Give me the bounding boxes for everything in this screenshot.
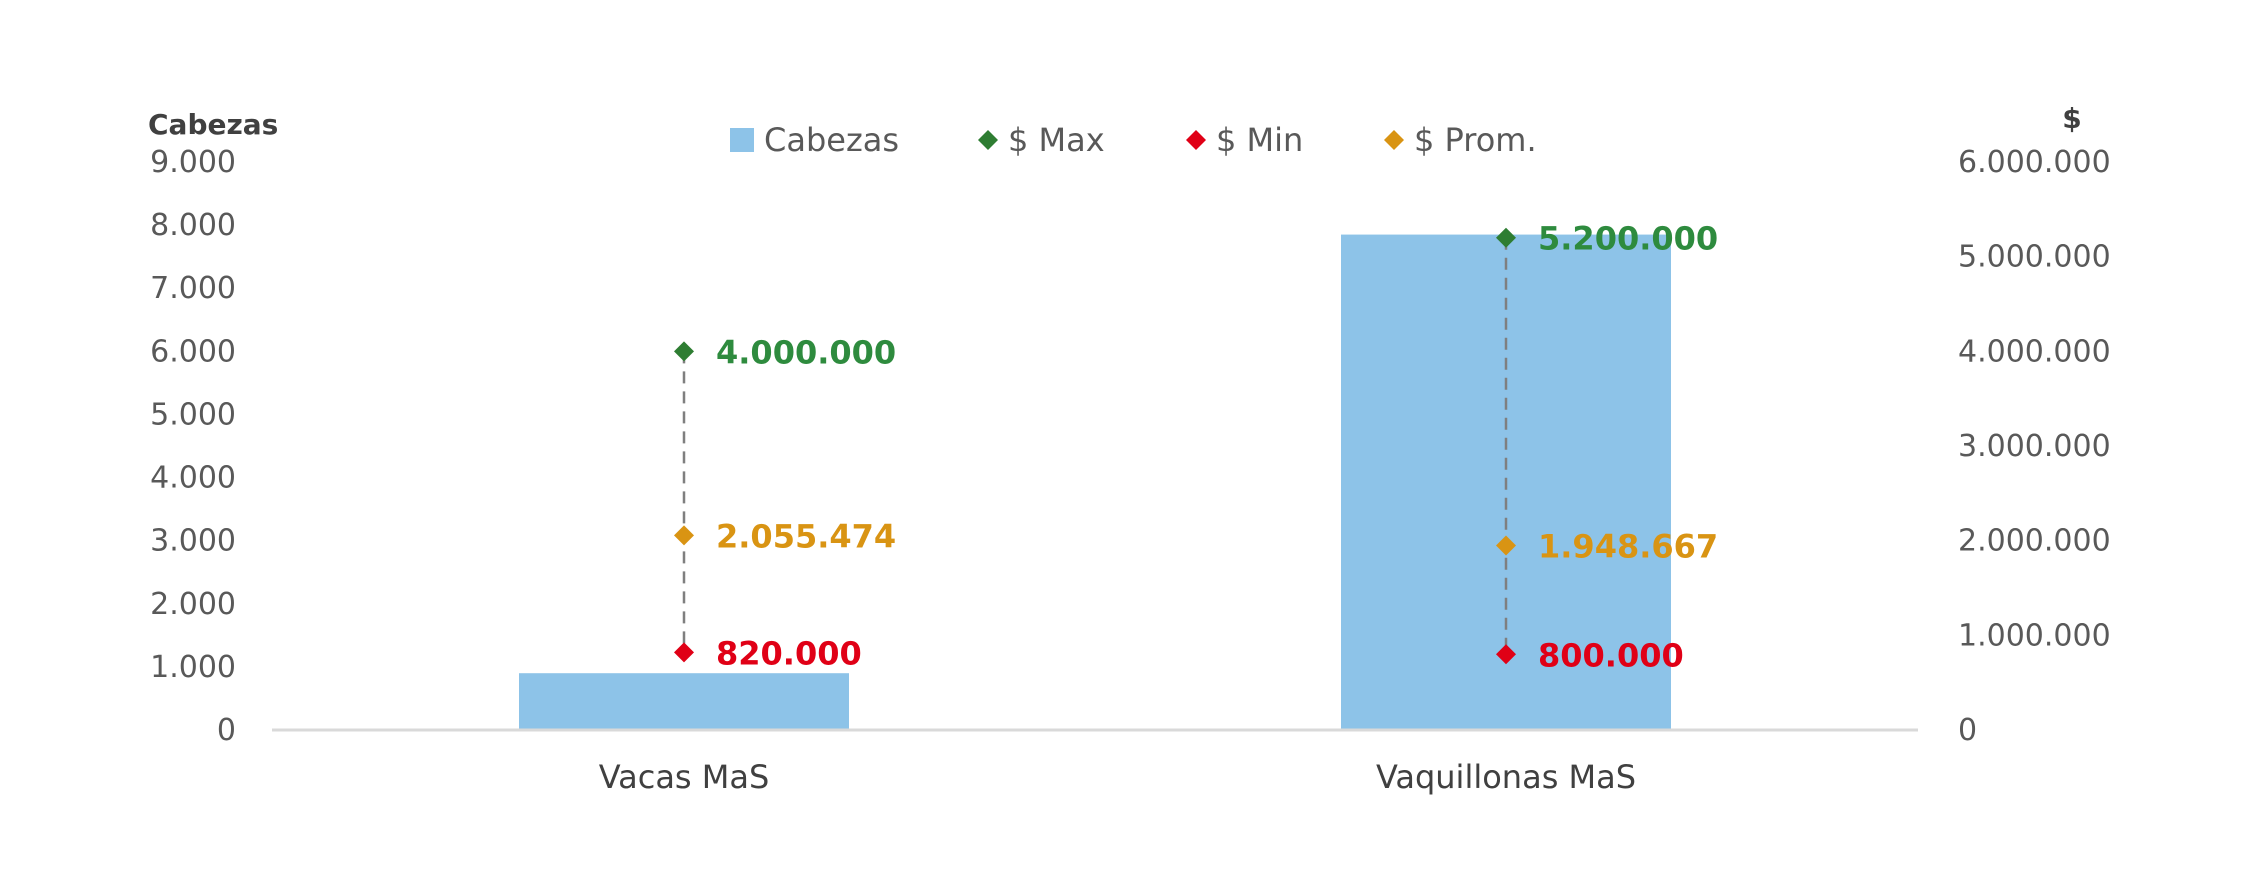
- marker-max: [674, 341, 694, 362]
- data-label: 2.055.474: [716, 517, 896, 555]
- data-label: 820.000: [716, 634, 862, 672]
- legend-swatch-diamond: [1186, 130, 1206, 150]
- left-axis-tick-label: 2.000: [150, 587, 236, 622]
- legend-entry-label: $ Prom.: [1414, 121, 1537, 159]
- right-axis-tick-label: 5.000.000: [1958, 240, 2111, 275]
- data-label: 1.948.667: [1538, 528, 1718, 566]
- legend-swatch-bar: [730, 128, 754, 152]
- legend-entry-label: $ Min: [1216, 121, 1303, 159]
- legend-entry-label: $ Max: [1008, 121, 1105, 159]
- marker-prom: [1496, 535, 1516, 556]
- data-label: 5.200.000: [1538, 220, 1718, 258]
- legend: Cabezas $ Max $ Min $ Prom.: [730, 121, 1537, 159]
- marker-min: [674, 642, 694, 663]
- left-axis-tick-label: 3.000: [150, 524, 236, 559]
- left-axis-tick-label: 7.000: [150, 271, 236, 306]
- plot-area: 0 1.000 2.000 3.000 4.000 5.000 6.000 7.000 8.00…: [150, 145, 2111, 796]
- left-axis-tick-label: 6.000: [150, 334, 236, 369]
- data-label: 800.000: [1538, 636, 1684, 674]
- marker-min: [1496, 644, 1516, 665]
- category-label: Vacas MaS: [599, 758, 770, 796]
- left-axis-tick-label: 0: [217, 713, 236, 748]
- left-axis-tick-label: 5.000: [150, 397, 236, 432]
- right-axis-tick-label: 6.000.000: [1958, 145, 2111, 180]
- right-axis-tick-label: 0: [1958, 713, 1977, 748]
- right-axis-tick-label: 1.000.000: [1958, 618, 2111, 653]
- data-label: 4.000.000: [716, 333, 896, 371]
- marker-max: [1496, 227, 1516, 248]
- right-axis-title: $: [2062, 102, 2081, 135]
- left-axis-tick-label: 9.000: [150, 145, 236, 180]
- left-axis-tick-label: 8.000: [150, 208, 236, 243]
- legend-swatch-diamond: [1384, 130, 1404, 150]
- marker-prom: [674, 525, 694, 546]
- left-axis-title: Cabezas: [148, 108, 278, 141]
- right-axis-tick-label: 4.000.000: [1958, 334, 2111, 369]
- category-label: Vaquillonas MaS: [1376, 758, 1636, 796]
- right-axis-tick-label: 2.000.000: [1958, 524, 2111, 559]
- legend-swatch-diamond: [978, 130, 998, 150]
- bar-cabezas: [519, 673, 849, 730]
- right-axis-tick-label: 3.000.000: [1958, 429, 2111, 464]
- legend-entry-label: Cabezas: [764, 121, 899, 159]
- left-axis-tick-label: 1.000: [150, 650, 236, 685]
- left-axis-tick-label: 4.000: [150, 461, 236, 496]
